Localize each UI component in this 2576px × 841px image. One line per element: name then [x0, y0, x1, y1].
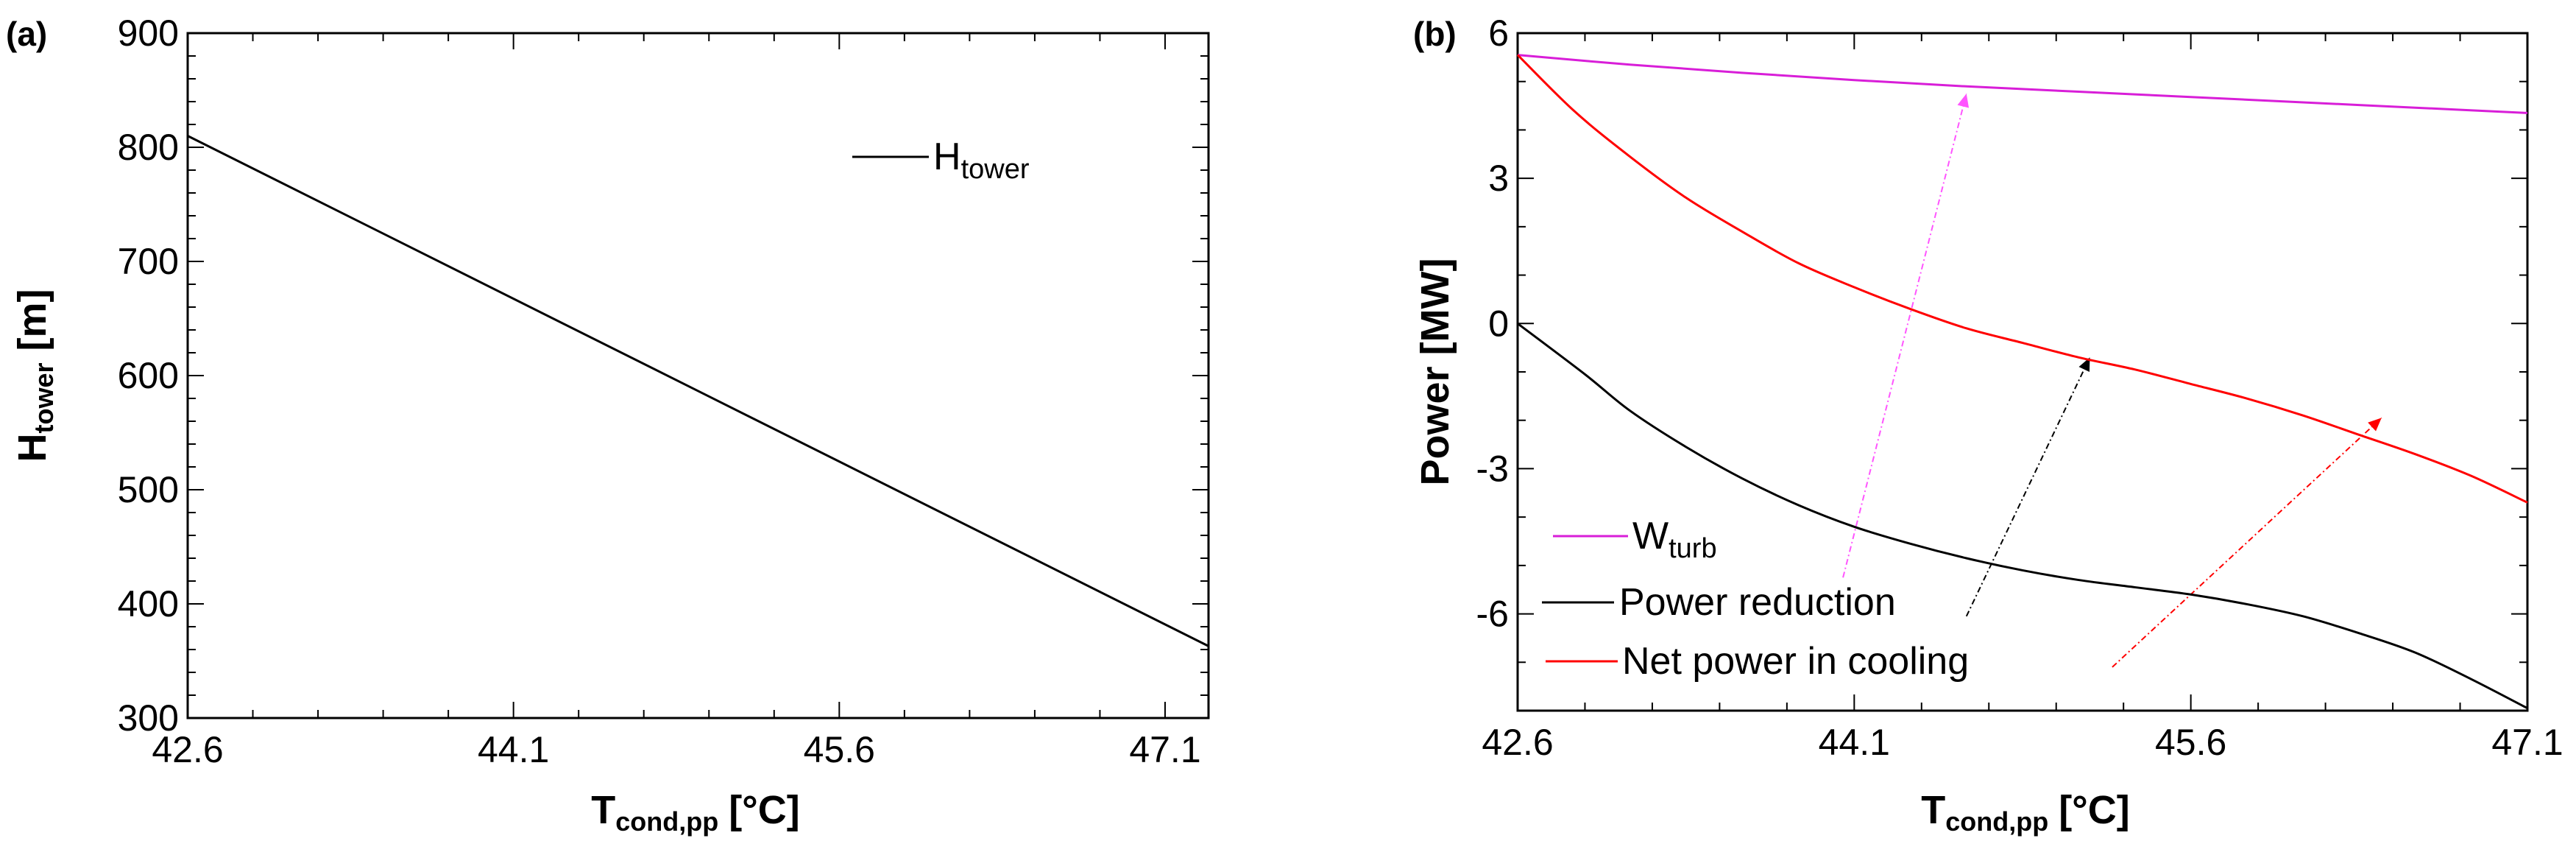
panel-a-series: [187, 135, 1209, 647]
panel-a-ticks: [187, 32, 1209, 719]
panel-a-x-tick-label: 47.1: [1129, 729, 1200, 770]
panel-b-series: [1516, 54, 2528, 710]
series-line-w-turb: [1517, 54, 2528, 114]
legend-entry-power-reduction: Power reduction: [1619, 581, 1896, 624]
panel-b-y-tick-label: -3: [1476, 448, 1509, 489]
panel-a-x-tick-label: 42.6: [152, 729, 223, 770]
panel-b-x-tick-label: 42.6: [1482, 722, 1553, 763]
panel-b-x-axis-label: Tcond,pp [°C]: [1921, 788, 2130, 837]
annotation-arrow-head: [2368, 418, 2382, 432]
panel-a-y-tick-label: 500: [118, 469, 179, 510]
panel-b-legend: Wturb Power reduction Net power in cooli…: [1542, 515, 1969, 683]
panel-b-ticks: [1517, 32, 2528, 711]
annotation-arrow-line: [1842, 93, 1967, 578]
panel-a-x-tick-label: 45.6: [804, 729, 875, 770]
annotation-arrow-head: [2078, 357, 2090, 372]
annotation-arrow-line: [2112, 417, 2382, 668]
series-line-net-power-in-cooling: [1516, 54, 2528, 504]
panel-a-y-tick-label: 800: [118, 127, 179, 168]
annotation-arrow-line: [1965, 356, 2091, 617]
legend-entry-w-turb: Wturb: [1632, 515, 1717, 564]
panel-a: (a) 42.6 44.1 45.6 47.1 300 400 500 600 …: [6, 13, 1210, 837]
annotation-arrow-head: [1957, 94, 1970, 108]
panel-b-y-tick-label: 3: [1488, 158, 1509, 199]
panel-b-y-tick-label: -6: [1476, 594, 1509, 635]
panel-a-x-axis-label: Tcond,pp [°C]: [591, 788, 800, 837]
panel-a-y-tick-label: 600: [118, 355, 179, 396]
series-line-h-tower: [187, 135, 1209, 647]
panel-b: (b) 42.6 44.1 45.6 47.1 -6 -3 0 3 6 Tcon…: [1413, 13, 2563, 837]
panel-b-label: (b): [1413, 15, 1457, 53]
panel-a-label: (a): [6, 15, 47, 53]
panel-a-y-tick-label: 400: [118, 583, 179, 624]
panel-b-x-tick-label: 44.1: [1819, 722, 1890, 763]
panel-b-y-tick-label: 6: [1488, 13, 1509, 54]
panel-a-y-axis-label: Htower[m]: [10, 289, 59, 462]
legend-entry-net-power-in-cooling: Net power in cooling: [1622, 640, 1969, 683]
panel-b-x-tick-label: 45.6: [2155, 722, 2226, 763]
panel-b-y-axis-label: Power [MW]: [1413, 258, 1457, 486]
panel-b-x-tick-label: 47.1: [2491, 722, 2563, 763]
panel-a-plot-frame: [186, 32, 1210, 719]
panel-a-y-tick-label: 300: [118, 697, 179, 739]
panel-a-y-tick-label: 700: [118, 241, 179, 282]
panel-a-x-tick-label: 44.1: [478, 729, 549, 770]
panel-b-y-tick-label: 0: [1488, 303, 1509, 344]
legend-entry-h-tower: Htower: [933, 136, 1030, 185]
panel-a-y-tick-label: 900: [118, 13, 179, 54]
panel-b-arrows: [1842, 93, 2382, 668]
series-line-power-reduction: [1517, 323, 2528, 710]
panel-a-legend: Htower: [852, 136, 1030, 185]
